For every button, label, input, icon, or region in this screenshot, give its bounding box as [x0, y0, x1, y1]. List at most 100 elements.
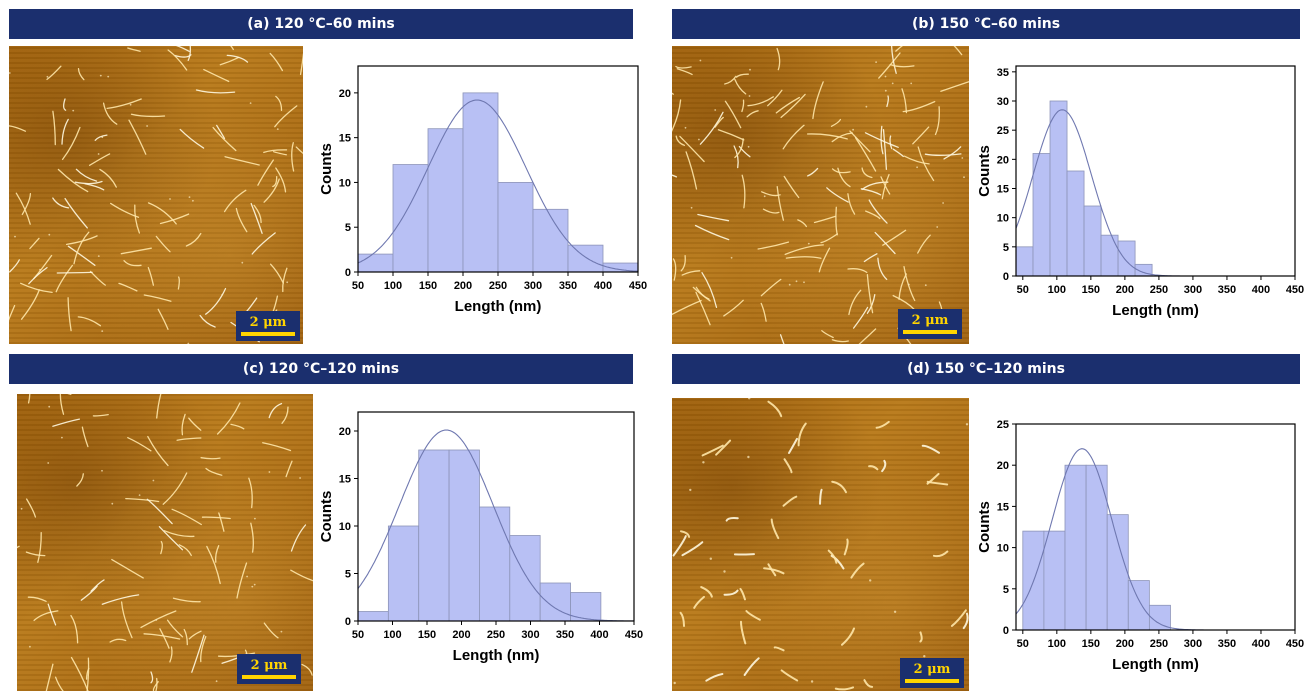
x-tick-label: 150 [1082, 284, 1100, 296]
y-tick-label: 25 [997, 419, 1009, 431]
panel-b-banner: (b) 150 °C–60 mins [672, 9, 1300, 39]
x-tick-label: 400 [594, 280, 612, 292]
panel-d-afm-image: 2 μm [672, 398, 969, 691]
x-tick-label: 450 [629, 280, 647, 292]
panel-b-scale-label: 2 μm [911, 313, 949, 328]
y-tick-label: 0 [1003, 271, 1009, 283]
panel-c-title: (c) 120 °C–120 mins [242, 361, 400, 377]
y-tick-label: 5 [345, 569, 351, 581]
x-tick-label: 100 [1048, 284, 1066, 296]
histogram-svg: 50 100 150 200 250 300 350 400 450 0 5 10 15 20 25 Leng… [976, 419, 1304, 673]
histogram-bar [1015, 246, 1034, 277]
histogram-bar [392, 164, 429, 273]
histogram-bar [1127, 580, 1150, 631]
histogram-svg: 50 100 150 200 250 300 350 400 450 0 5 10 15 20 Length… [318, 411, 643, 664]
histogram-svg: 50 100 150 200 250 300 350 400 450 0 5 10 15 20 Length… [318, 65, 647, 315]
panel-a-afm-image: 2 μm [9, 46, 303, 344]
panel-a-histogram: 50 100 150 200 250 300 350 400 450 0 5 10 15 20 Length… [310, 46, 650, 344]
histogram-bar [418, 449, 450, 622]
x-tick-label: 200 [454, 280, 472, 292]
y-tick-label: 25 [997, 125, 1009, 137]
x-axis-label: Length (nm) [1112, 302, 1199, 319]
x-tick-label: 150 [419, 280, 437, 292]
panel-c-histogram: 50 100 150 200 250 300 350 400 450 0 5 10 15 20 Length… [315, 394, 650, 691]
x-tick-label: 300 [521, 629, 539, 641]
x-tick-label: 100 [383, 629, 401, 641]
histogram-bar [539, 582, 571, 622]
x-tick-label: 350 [1218, 638, 1236, 650]
x-tick-label: 400 [1252, 638, 1270, 650]
histogram-bar [1064, 464, 1087, 631]
panel-a-fibrils [9, 46, 303, 344]
histogram-bar [357, 611, 389, 622]
x-tick-label: 300 [1184, 284, 1202, 296]
panel-b-histogram: 50 100 150 200 250 300 350 400 450 0 5 10 15 20 25 30 35… [970, 46, 1309, 344]
panel-d-title: (d) 150 °C–120 mins [907, 361, 1065, 377]
x-tick-label: 300 [524, 280, 542, 292]
panel-a-title: (a) 120 °C–60 mins [247, 16, 395, 32]
panel-d-scale-line [905, 679, 959, 683]
y-axis-label: Counts [976, 501, 993, 553]
y-tick-label: 10 [997, 543, 1009, 555]
panel-d-histogram: 50 100 150 200 250 300 350 400 450 0 5 10 15 20 25 Leng… [970, 398, 1309, 691]
x-tick-label: 250 [1150, 638, 1168, 650]
panel-a-banner: (a) 120 °C–60 mins [9, 9, 633, 39]
histogram-bar [1083, 205, 1102, 277]
y-tick-label: 20 [339, 88, 351, 100]
histogram-bar [1106, 514, 1129, 631]
x-tick-label: 50 [352, 629, 364, 641]
x-tick-label: 450 [1286, 638, 1304, 650]
panel-d-scale-label: 2 μm [913, 662, 951, 677]
y-tick-label: 10 [339, 177, 351, 189]
x-axis-label: Length (nm) [455, 298, 542, 315]
histogram-bar [479, 506, 511, 622]
histogram-bar [509, 535, 541, 622]
panel-b-scale-line [903, 330, 957, 334]
panel-c-afm-image: 2 μm [17, 394, 313, 691]
x-tick-label: 200 [452, 629, 470, 641]
panel-c-scale-bar: 2 μm [237, 654, 301, 684]
panel-a-scale-bar: 2 μm [236, 311, 300, 341]
x-tick-label: 250 [487, 629, 505, 641]
histogram-bar [462, 92, 499, 273]
plot-frame [1015, 423, 1296, 631]
x-tick-label: 50 [1017, 638, 1029, 650]
y-tick-label: 10 [339, 521, 351, 533]
y-tick-label: 5 [345, 222, 351, 234]
x-tick-label: 350 [556, 629, 574, 641]
y-axis-label: Counts [976, 145, 993, 197]
x-tick-label: 150 [418, 629, 436, 641]
y-tick-label: 20 [997, 154, 1009, 166]
y-tick-label: 20 [339, 426, 351, 438]
panel-b-scale-bar: 2 μm [898, 309, 962, 339]
panel-b-afm-image: 2 μm [672, 46, 969, 344]
panel-a-scale-line [241, 332, 295, 336]
x-tick-label: 50 [352, 280, 364, 292]
x-tick-label: 250 [1150, 284, 1168, 296]
gaussian-fit-line [357, 99, 639, 272]
x-tick-label: 50 [1017, 284, 1029, 296]
y-tick-label: 5 [1003, 584, 1009, 596]
x-tick-label: 250 [489, 280, 507, 292]
panel-b-fibrils [672, 46, 969, 344]
panel-c-banner: (c) 120 °C–120 mins [9, 354, 633, 384]
y-tick-label: 20 [997, 460, 1009, 472]
y-tick-label: 15 [997, 184, 1009, 196]
panel-c-scale-label: 2 μm [250, 658, 288, 673]
gaussian-fit-line [357, 429, 634, 622]
x-tick-label: 400 [1252, 284, 1270, 296]
y-tick-label: 35 [997, 67, 1009, 79]
y-tick-label: 30 [997, 96, 1009, 108]
histogram-bar [567, 244, 604, 273]
y-axis-label: Counts [318, 143, 335, 195]
x-tick-label: 400 [590, 629, 608, 641]
plot-frame [1015, 65, 1296, 277]
panel-d-banner: (d) 150 °C–120 mins [672, 354, 1300, 384]
y-tick-label: 0 [1003, 625, 1009, 637]
histogram-bar [387, 525, 420, 622]
x-tick-label: 100 [1048, 638, 1066, 650]
histogram-bar [1066, 170, 1085, 277]
y-tick-label: 5 [1003, 242, 1009, 254]
panel-d-scale-bar: 2 μm [900, 658, 964, 688]
panel-c-scale-line [242, 675, 296, 679]
